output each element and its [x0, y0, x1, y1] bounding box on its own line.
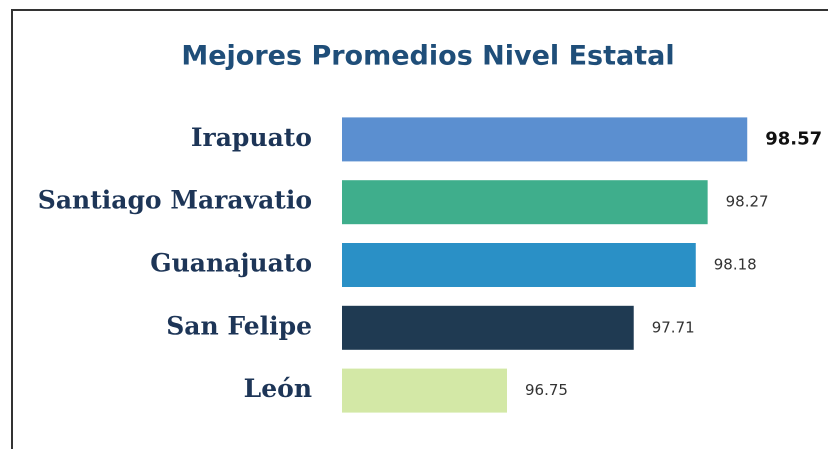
bar: [342, 117, 748, 162]
bar: [342, 305, 634, 350]
bar: [342, 368, 507, 413]
category-label: Santiago Maravatio: [38, 186, 312, 215]
category-label: San Felipe: [166, 311, 312, 340]
category-label: Irapuato: [191, 123, 312, 152]
value-label: 98.18: [714, 256, 757, 274]
value-label: 98.27: [726, 193, 769, 211]
chart-title: Mejores Promedios Nivel Estatal: [181, 41, 674, 72]
bar: [342, 180, 708, 225]
bar: [342, 243, 696, 287]
category-label: Guanajuato: [150, 249, 312, 278]
value-label: 97.71: [652, 318, 695, 336]
value-label: 96.75: [525, 381, 568, 399]
category-label: León: [244, 374, 312, 403]
value-label: 98.57: [765, 128, 822, 149]
